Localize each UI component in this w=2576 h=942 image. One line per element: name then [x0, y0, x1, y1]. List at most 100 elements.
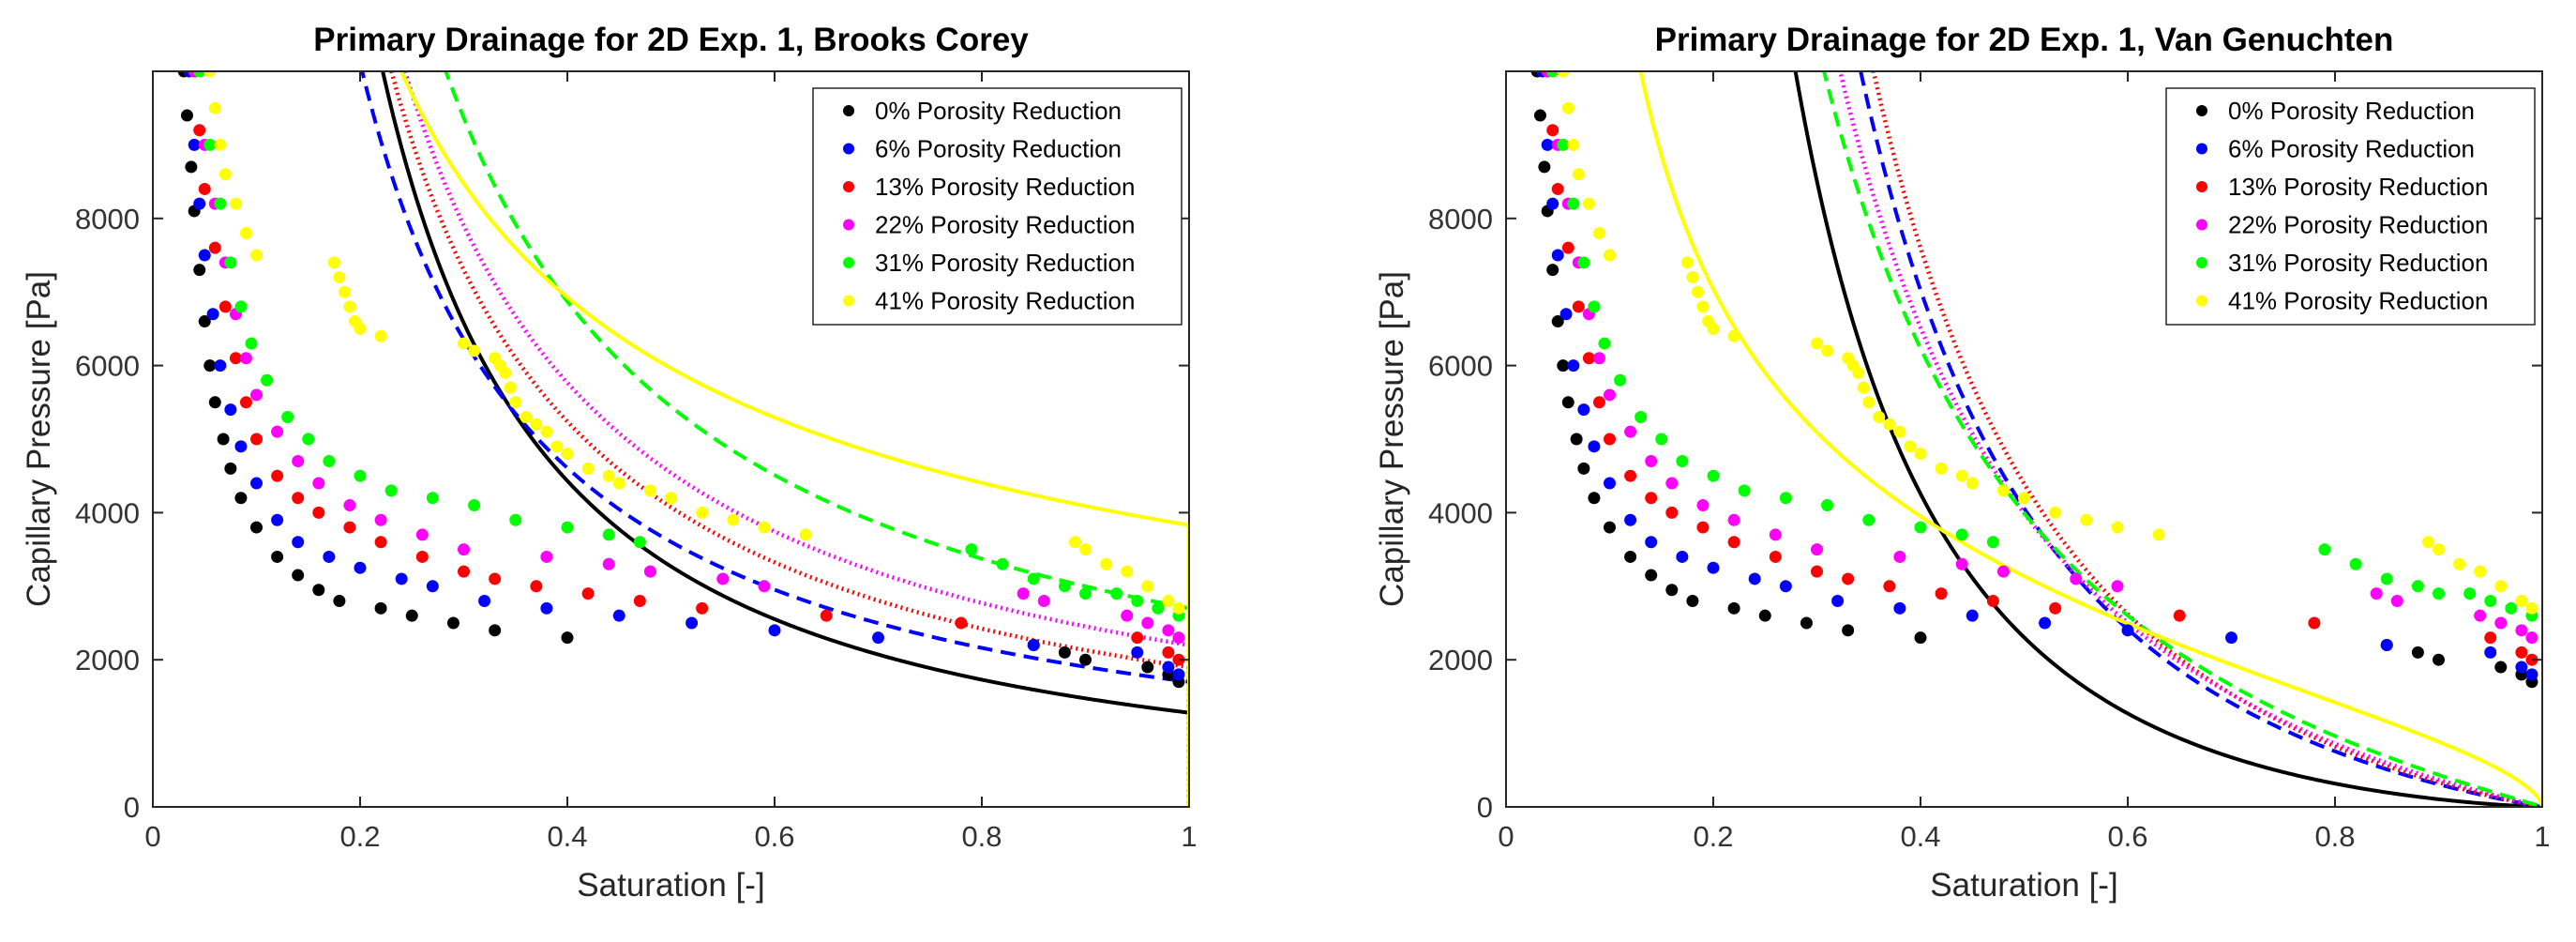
data-point-0-porosity-reduction	[1914, 631, 1927, 645]
data-point-41-porosity-reduction	[374, 329, 387, 342]
data-point-22-porosity-reduction	[1696, 499, 1710, 512]
data-point-41-porosity-reduction	[1068, 536, 1081, 549]
fit-curve-13-porosity-reduction	[389, 71, 1189, 807]
data-point-22-porosity-reduction	[2494, 616, 2508, 630]
data-point-22-porosity-reduction	[458, 543, 470, 556]
data-point-41-porosity-reduction	[1996, 484, 2010, 497]
data-point-22-porosity-reduction	[1017, 587, 1030, 600]
legend-marker-22-porosity-reduction	[843, 219, 854, 231]
fit-curve-6-porosity-reduction	[1859, 71, 2542, 807]
data-point-22-porosity-reduction	[250, 388, 263, 402]
data-point-31-porosity-reduction	[224, 256, 237, 269]
data-point-41-porosity-reduction	[1100, 557, 1113, 570]
data-point-31-porosity-reduction	[426, 492, 439, 505]
data-point-41-porosity-reduction	[1862, 396, 1876, 409]
data-point-41-porosity-reduction	[1873, 410, 1886, 423]
data-point-6-porosity-reduction	[1551, 249, 1564, 262]
data-point-0-porosity-reduction	[1557, 359, 1570, 372]
data-point-41-porosity-reduction	[1955, 469, 1968, 482]
data-point-41-porosity-reduction	[1966, 477, 1979, 490]
data-point-0-porosity-reduction	[1141, 661, 1154, 674]
y-tick-label: 8000	[75, 203, 140, 236]
data-point-0-porosity-reduction	[2494, 661, 2508, 674]
data-point-13-porosity-reduction	[229, 352, 242, 365]
data-point-31-porosity-reduction	[1079, 587, 1092, 600]
data-point-41-porosity-reduction	[250, 249, 263, 262]
data-point-41-porosity-reduction	[218, 168, 232, 181]
data-point-0-porosity-reduction	[1570, 433, 1583, 446]
data-point-41-porosity-reduction	[2515, 594, 2528, 607]
legend-box	[812, 87, 1183, 326]
legend-entry-31-porosity-reduction: 31% Porosity Reduction	[2228, 249, 2488, 277]
data-point-0-porosity-reduction	[193, 264, 206, 277]
legend-marker-41-porosity-reduction	[843, 295, 854, 307]
data-point-6-porosity-reduction	[188, 138, 201, 151]
legend-marker-0-porosity-reduction	[843, 105, 854, 116]
data-point-31-porosity-reduction	[1058, 580, 1071, 593]
data-point-6-porosity-reduction	[323, 550, 336, 563]
y-tick-label: 0	[124, 791, 140, 824]
data-point-22-porosity-reduction	[2390, 594, 2403, 607]
data-point-22-porosity-reduction	[1604, 388, 1616, 402]
data-point-41-porosity-reduction	[1857, 381, 1870, 394]
data-point-6-porosity-reduction	[1546, 197, 1559, 210]
data-point-41-porosity-reduction	[338, 285, 351, 298]
legend-entry-31-porosity-reduction: 31% Porosity Reduction	[875, 249, 1135, 277]
data-point-6-porosity-reduction	[478, 594, 491, 607]
data-point-41-porosity-reduction	[327, 256, 340, 269]
data-point-13-porosity-reduction	[1727, 536, 1740, 549]
data-point-6-porosity-reduction	[426, 580, 439, 593]
data-point-0-porosity-reduction	[292, 569, 305, 582]
data-point-31-porosity-reduction	[1110, 587, 1123, 600]
data-point-6-porosity-reduction	[768, 624, 781, 637]
data-point-31-porosity-reduction	[1821, 499, 1834, 512]
data-point-31-porosity-reduction	[1862, 513, 1876, 526]
data-point-6-porosity-reduction	[612, 609, 625, 622]
data-point-31-porosity-reduction	[602, 528, 615, 541]
x-tick-label: 0.4	[547, 820, 587, 853]
legend-entry-22-porosity-reduction: 22% Porosity Reduction	[2228, 211, 2488, 239]
y-tick-label: 0	[1477, 791, 1493, 824]
x-tick-label: 0.6	[2107, 820, 2147, 853]
data-point-6-porosity-reduction	[1567, 359, 1580, 372]
data-point-41-porosity-reduction	[203, 71, 217, 78]
data-point-41-porosity-reduction	[504, 381, 517, 394]
data-point-31-porosity-reduction	[1986, 536, 1999, 549]
data-point-13-porosity-reduction	[1604, 433, 1616, 446]
data-point-22-porosity-reduction	[2515, 624, 2528, 637]
data-point-41-porosity-reduction	[1904, 440, 1917, 453]
legend-entry-0-porosity-reduction: 0% Porosity Reduction	[2228, 97, 2475, 125]
data-point-13-porosity-reduction	[239, 396, 252, 409]
data-point-0-porosity-reduction	[1758, 609, 1771, 622]
data-point-41-porosity-reduction	[229, 197, 242, 210]
legend-marker-6-porosity-reduction	[843, 143, 854, 155]
data-point-31-porosity-reduction	[2411, 580, 2424, 593]
data-point-31-porosity-reduction	[1131, 594, 1144, 607]
data-point-6-porosity-reduction	[1676, 550, 1689, 563]
chart-panel-brooks-corey: Primary Drainage for 2D Exp. 1, Brooks C…	[21, 22, 1198, 904]
legend-entry-6-porosity-reduction: 6% Porosity Reduction	[875, 135, 1122, 163]
data-point-13-porosity-reduction	[208, 241, 221, 254]
data-point-0-porosity-reduction	[405, 609, 418, 622]
x-tick-label: 0	[144, 820, 160, 853]
data-point-41-porosity-reduction	[2474, 565, 2487, 578]
data-point-41-porosity-reduction	[1567, 138, 1580, 151]
data-point-31-porosity-reduction	[2484, 594, 2497, 607]
data-point-41-porosity-reduction	[1604, 249, 1616, 262]
data-point-31-porosity-reduction	[1655, 433, 1668, 446]
legend-marker-6-porosity-reduction	[2196, 143, 2207, 155]
data-point-13-porosity-reduction	[2525, 653, 2538, 666]
data-point-6-porosity-reduction	[1162, 661, 1175, 674]
fit-curves	[1638, 71, 2542, 807]
fit-curve-0-porosity-reduction	[381, 71, 1189, 807]
data-point-13-porosity-reduction	[1582, 352, 1595, 365]
x-tick-label: 0.8	[2314, 820, 2355, 853]
data-point-41-porosity-reduction	[1680, 256, 1694, 269]
data-point-41-porosity-reduction	[1172, 601, 1185, 615]
fit-curve-41-porosity-reduction	[1638, 71, 2542, 807]
data-points	[1530, 71, 2538, 689]
data-point-13-porosity-reduction	[415, 550, 429, 563]
data-point-41-porosity-reduction	[1162, 594, 1175, 607]
data-point-31-porosity-reduction	[2463, 587, 2477, 600]
